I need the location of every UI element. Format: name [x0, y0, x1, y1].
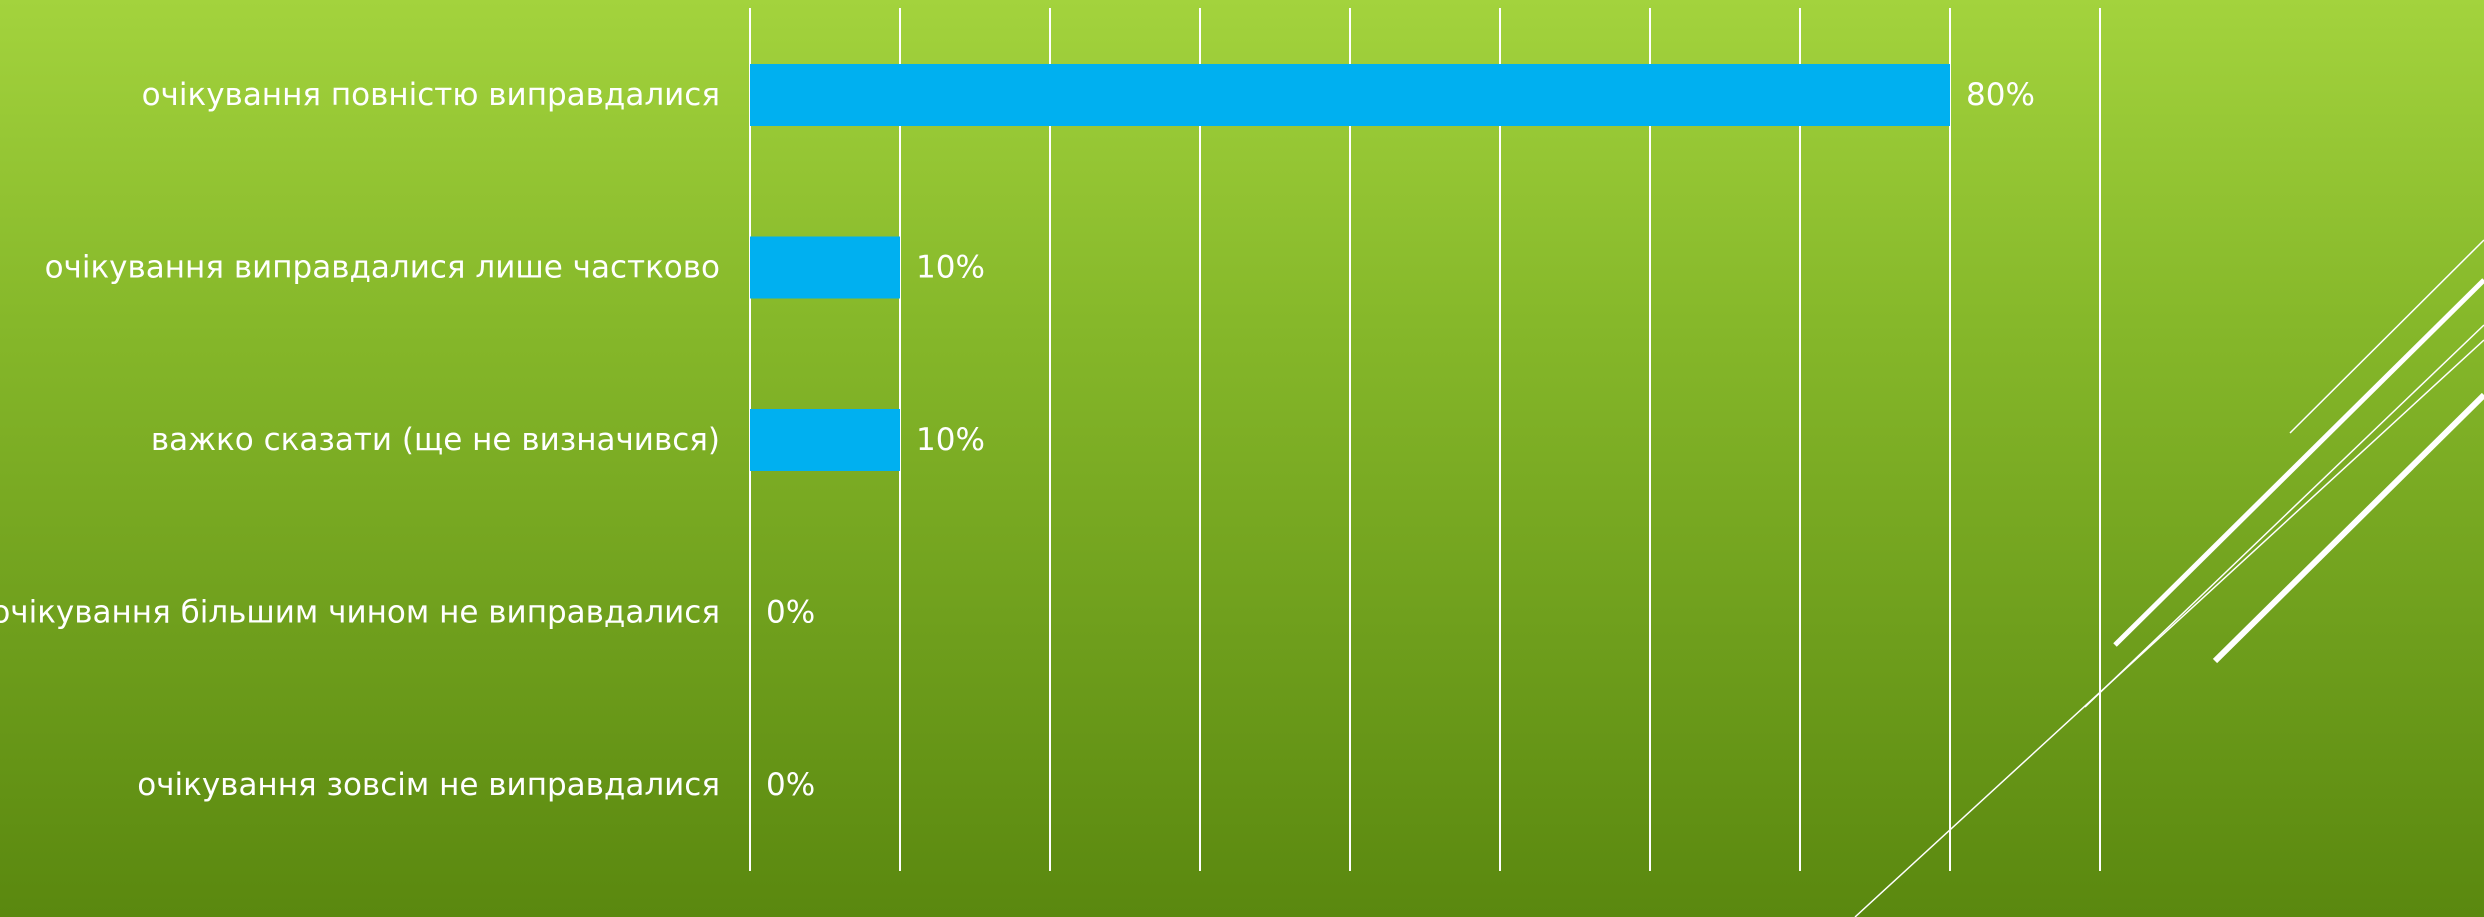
value-label: 80%	[1966, 77, 2035, 113]
value-label: 10%	[916, 250, 985, 286]
value-label: 0%	[766, 767, 815, 803]
category-label: очікування виправдалися лише частково	[45, 250, 720, 286]
category-labels: очікування повністю виправдалися очікуван…	[0, 77, 720, 803]
value-label: 10%	[916, 422, 985, 458]
bar	[750, 236, 900, 299]
bar	[750, 64, 1950, 126]
bars	[750, 64, 1950, 471]
category-label: очікування повністю виправдалися	[142, 77, 720, 113]
category-label: важко сказати (ще не визначився)	[151, 422, 720, 458]
category-label: очікування більшим чином не виправдалися	[0, 595, 720, 631]
category-label: очікування зовсім не виправдалися	[137, 767, 720, 803]
value-labels: 80% 10% 10% 0% 0%	[766, 77, 2035, 803]
value-label: 0%	[766, 595, 815, 631]
bar	[750, 409, 900, 471]
